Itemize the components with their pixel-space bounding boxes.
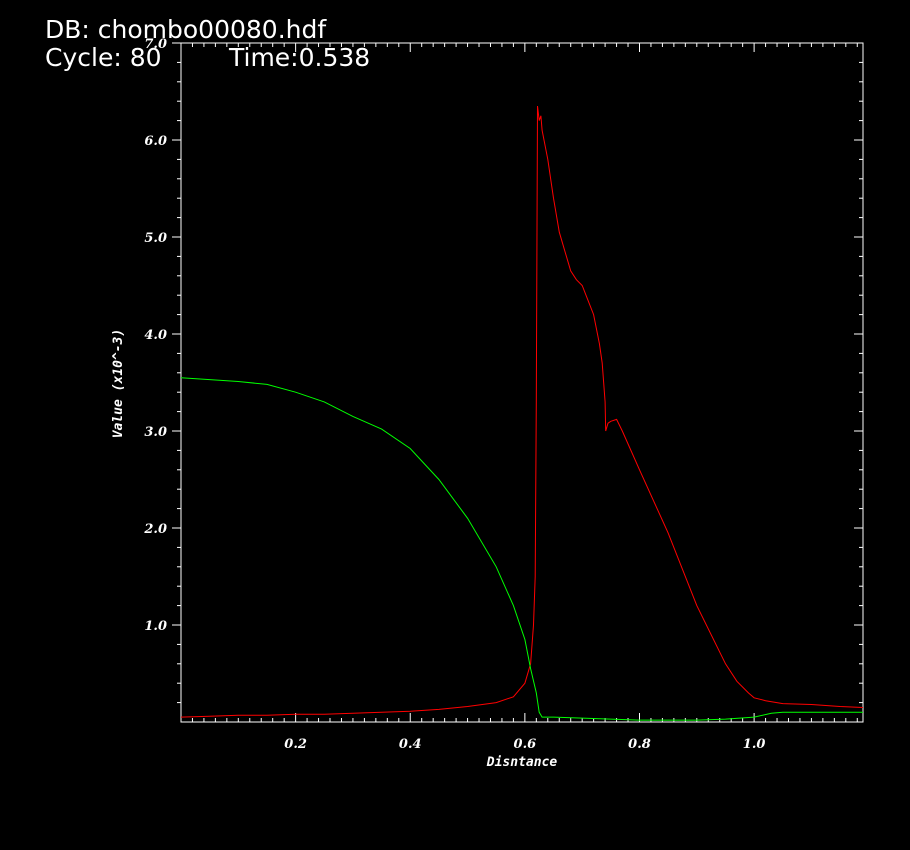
y-tick-label: 7.0 (144, 37, 167, 52)
x-tick-label: 0.6 (514, 737, 537, 752)
x-axis-title: Disntance (486, 755, 558, 770)
x-tick-label: 0.2 (284, 737, 307, 752)
x-tick-label: 0.8 (628, 737, 651, 752)
plot-frame (180, 42, 864, 723)
x-tick-label: 0.4 (399, 737, 422, 752)
y-tick-label: 4.0 (144, 328, 167, 343)
series-line-red (180, 105, 864, 718)
y-axis-ticks: 1.0 2.0 3.0 4.0 5.0 6.0 7.0 (143, 37, 863, 704)
y-tick-label: 2.0 (143, 522, 167, 537)
y-tick-label: 5.0 (144, 231, 167, 246)
database-label: DB: chombo00080.hdf (45, 15, 327, 44)
x-tick-label: 1.0 (743, 737, 766, 752)
x-axis-ticks: 0.2 0.4 0.6 0.8 1.0 (191, 43, 858, 752)
y-tick-label: 3.0 (144, 425, 167, 440)
cycle-label: Cycle: 80 (45, 43, 162, 72)
y-axis-title: Value (x10^-3) (111, 329, 126, 439)
y-tick-label: 1.0 (144, 619, 167, 634)
series-layer (180, 105, 864, 721)
series-line-green (180, 377, 863, 721)
time-label: Time:0.538 (229, 43, 371, 72)
y-tick-label: 6.0 (144, 134, 167, 149)
